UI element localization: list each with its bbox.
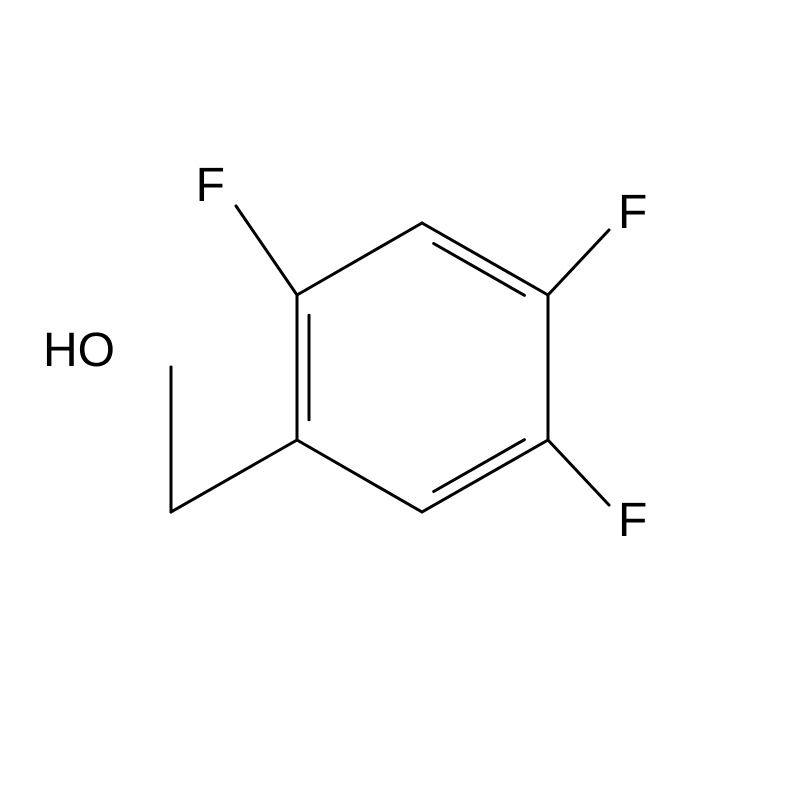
bond-line: [236, 206, 297, 295]
bond-line: [422, 440, 548, 512]
bond-line: [422, 223, 548, 295]
bond-line: [297, 440, 422, 512]
bond-line: [548, 230, 609, 295]
bond-line: [548, 440, 609, 505]
bond-line: [434, 243, 525, 295]
atom-label: HO: [43, 324, 115, 377]
bond-line: [171, 440, 297, 512]
molecule-diagram: HO F F F: [0, 0, 800, 800]
bond-line: [434, 440, 525, 492]
atom-label: F: [618, 186, 647, 239]
bond-line: [297, 223, 422, 295]
atom-label: F: [618, 494, 647, 547]
atom-label: F: [196, 159, 225, 212]
